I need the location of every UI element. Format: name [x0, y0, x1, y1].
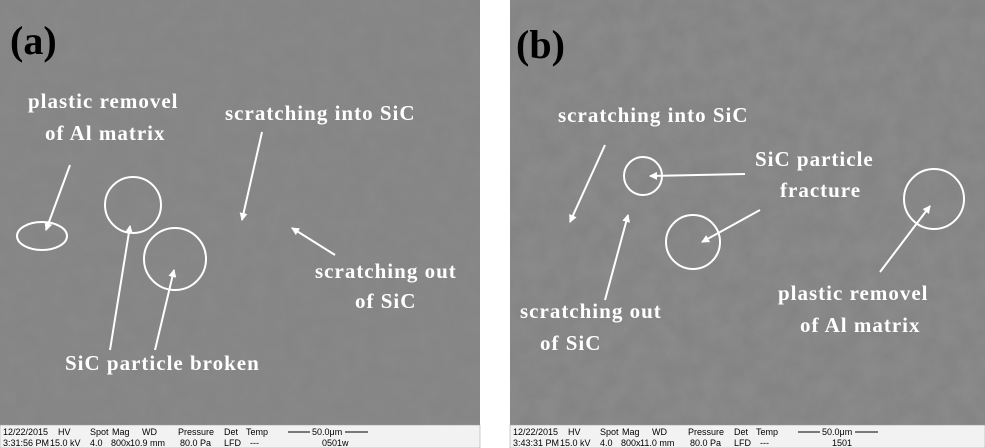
info-header: Mag — [112, 427, 130, 437]
annotation: scratching into SiC — [558, 103, 749, 127]
figure: (a) (b) plastic removel of Al matrix scrat… — [0, 0, 985, 448]
info-value: 15.0 kV — [50, 438, 81, 448]
info-header: Pressure — [178, 427, 214, 437]
info-header: WD — [652, 427, 667, 437]
info-header: Spot — [90, 427, 109, 437]
info-header: Temp — [246, 427, 268, 437]
info-value: 11.0 mm — [640, 438, 674, 448]
info-value: 800x — [111, 438, 131, 448]
annotation: plastic removel — [778, 281, 929, 305]
info-header: Det — [734, 427, 749, 437]
annotation: fracture — [780, 178, 861, 202]
info-header: HV — [568, 427, 581, 437]
annotation: scratching out — [520, 299, 662, 323]
annotation: of SiC — [355, 289, 416, 313]
info-value: 1501 — [832, 438, 852, 448]
info-value: 3:31:56 PM — [3, 438, 49, 448]
info-header: 12/22/2015 — [3, 427, 48, 437]
scale-label: 50.0μm — [822, 427, 852, 437]
info-value: 800x — [621, 438, 641, 448]
info-value: 3:43:31 PM — [513, 438, 559, 448]
info-value: LFD — [224, 438, 242, 448]
info-header: WD — [142, 427, 157, 437]
info-header: HV — [58, 427, 71, 437]
info-value: --- — [760, 438, 769, 448]
info-value: 4.0 — [90, 438, 103, 448]
info-header: Pressure — [688, 427, 724, 437]
annotation: SiC particle — [755, 147, 874, 171]
annotation: plastic removel — [28, 89, 179, 113]
sem-texture — [510, 0, 985, 425]
info-value: 80.0 Pa — [180, 438, 211, 448]
info-header: Det — [224, 427, 239, 437]
info-header: Spot — [600, 427, 619, 437]
info-value: 80.0 Pa — [690, 438, 721, 448]
scale-label: 50.0μm — [312, 427, 342, 437]
annotation: of Al matrix — [45, 121, 165, 145]
info-value: LFD — [734, 438, 752, 448]
annotation: SiC particle broken — [65, 351, 260, 375]
info-value: 0501w — [322, 438, 349, 448]
panel-label: (a) — [10, 18, 57, 63]
annotation: of Al matrix — [800, 313, 920, 337]
annotation: of SiC — [540, 331, 601, 355]
info-header: 12/22/2015 — [513, 427, 558, 437]
info-header: Mag — [622, 427, 640, 437]
panel-label: (b) — [516, 22, 565, 67]
annotation: scratching into SiC — [225, 101, 416, 125]
annotation: scratching out — [315, 259, 457, 283]
info-value: 4.0 — [600, 438, 613, 448]
info-header: Temp — [756, 427, 778, 437]
info-value: 15.0 kV — [560, 438, 591, 448]
info-value: --- — [250, 438, 259, 448]
info-value: 10.9 mm — [130, 438, 165, 448]
